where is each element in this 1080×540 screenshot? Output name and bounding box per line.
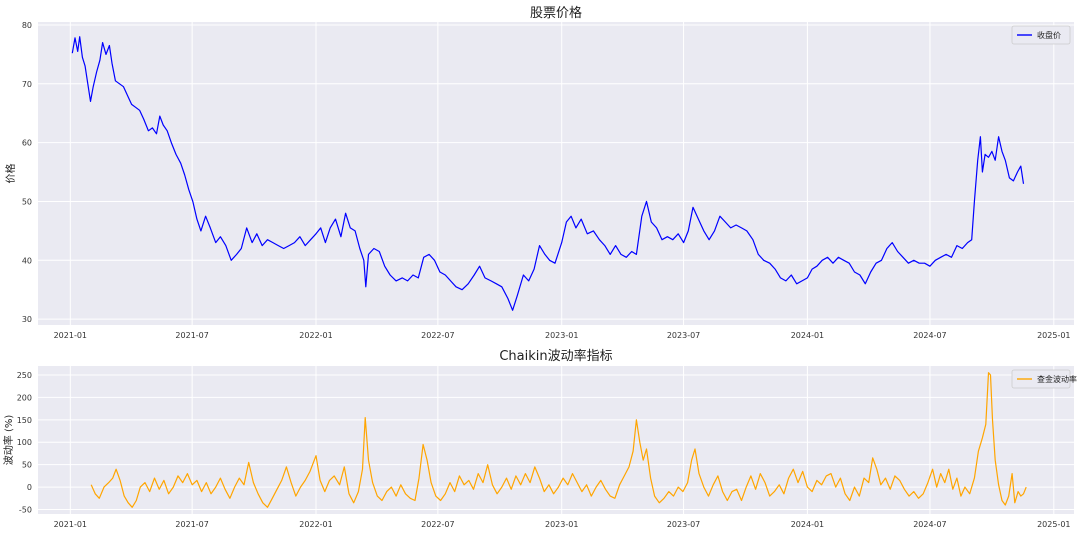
- y-tick-label: 250: [17, 371, 32, 380]
- chart-title: 股票价格: [530, 5, 582, 21]
- y-axis-label: 价格: [4, 164, 17, 184]
- x-tick-label: 2024-07: [913, 331, 946, 340]
- x-tick-label: 2021-01: [54, 331, 87, 340]
- legend-label: 查金波动率: [1037, 374, 1077, 384]
- y-axis-label: 波动率 (%): [2, 415, 15, 466]
- y-tick-label: 100: [17, 438, 32, 447]
- plot-area: [38, 366, 1074, 514]
- x-tick-label: 2025-01: [1037, 520, 1070, 529]
- y-tick-label: 50: [22, 461, 32, 470]
- y-tick-label: 70: [22, 80, 32, 89]
- x-tick-label: 2022-07: [421, 331, 454, 340]
- chart-title: Chaikin波动率指标: [499, 348, 612, 364]
- x-tick-label: 2025-01: [1037, 331, 1070, 340]
- y-tick-label: 60: [22, 139, 32, 148]
- x-tick-label: 2022-01: [299, 520, 332, 529]
- series-line-收盘价: [71, 36, 1025, 311]
- price-panel: 30 40 50 60 70 80 2021-01 2021-07 2022-01 2022-07…: [4, 5, 1074, 340]
- x-tick-label: 2024-01: [791, 520, 824, 529]
- y-tick-label: 150: [17, 416, 32, 425]
- x-tick-label: 2021-07: [175, 520, 208, 529]
- x-tick-label: 2024-07: [913, 520, 946, 529]
- y-tick-label: 80: [22, 21, 32, 30]
- legend: [1011, 25, 1071, 45]
- x-tick-label: 2021-01: [54, 520, 87, 529]
- volatility-panel: -50 0 50 100 150 200 250 2021-01 2021-07 2022-01 2…: [2, 348, 1077, 529]
- x-tick-label: 2023-07: [667, 331, 700, 340]
- x-tick-label: 2022-01: [299, 331, 332, 340]
- x-tick-label: 2023-01: [545, 520, 578, 529]
- legend: [1011, 369, 1071, 389]
- x-tick-label: 2023-07: [667, 520, 700, 529]
- y-tick-label: 0: [27, 483, 32, 492]
- plot-area: [38, 22, 1074, 325]
- y-tick-label: 200: [17, 393, 32, 402]
- y-tick-label: 50: [22, 197, 32, 206]
- x-tick-label: 2023-01: [545, 331, 578, 340]
- series-line-查金波动率: [90, 372, 1027, 508]
- y-tick-label: -50: [19, 506, 32, 515]
- y-tick-label: 40: [22, 256, 32, 265]
- x-tick-label: 2021-07: [175, 331, 208, 340]
- x-tick-label: 2022-07: [421, 520, 454, 529]
- legend-label: 收盘价: [1037, 30, 1061, 40]
- y-tick-label: 30: [22, 315, 32, 324]
- x-tick-label: 2024-01: [791, 331, 824, 340]
